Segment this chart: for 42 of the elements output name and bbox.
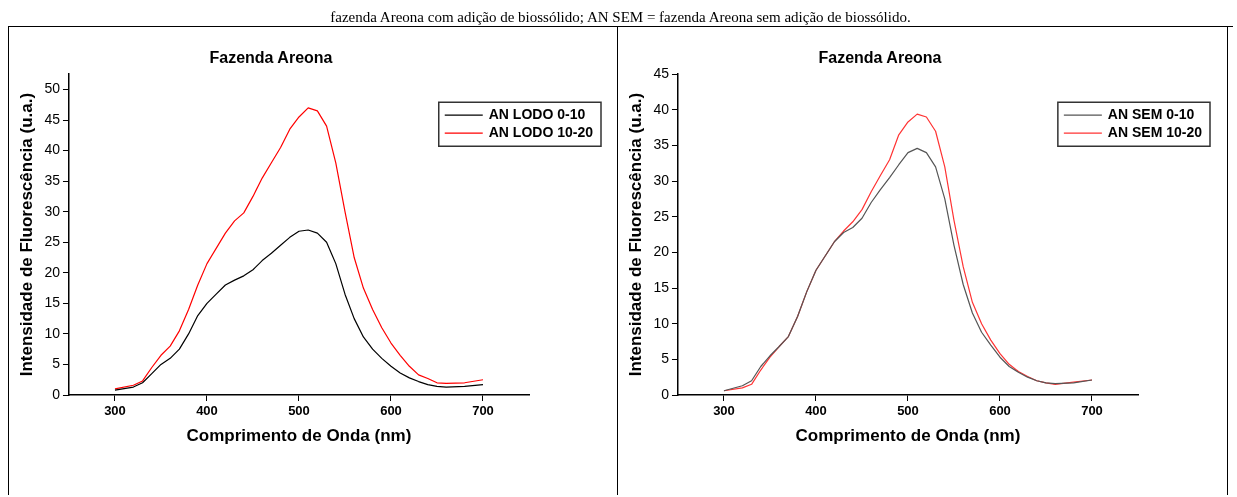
x-tick-label: 600 xyxy=(380,403,402,419)
y-tick-label: 5 xyxy=(52,355,61,372)
y-tick-label: 35 xyxy=(44,171,61,188)
y-tick-label: 0 xyxy=(661,385,670,402)
x-tick-label: 500 xyxy=(288,403,310,419)
y-axis-title: Intensidade de Fluorescência (u.a.) xyxy=(16,92,36,377)
x-axis-title: Comprimento de Onda (nm) xyxy=(186,426,412,446)
y-tick-label: 45 xyxy=(44,110,61,127)
chart-title: Fazenda Areona xyxy=(209,49,333,67)
y-tick-label: 5 xyxy=(661,350,670,367)
x-tick-label: 600 xyxy=(989,403,1011,419)
legend-label: AN SEM 0-10 xyxy=(1107,106,1195,123)
y-tick-label: 30 xyxy=(44,202,61,219)
y-tick-label: 30 xyxy=(653,171,670,188)
x-tick-label: 400 xyxy=(805,403,827,419)
x-tick-label: 700 xyxy=(1081,403,1103,419)
y-tick-label: 0 xyxy=(52,385,61,402)
x-tick-label: 300 xyxy=(104,403,126,419)
y-tick-label: 10 xyxy=(653,314,670,331)
y-tick-label: 25 xyxy=(653,207,670,224)
x-tick-label: 300 xyxy=(713,403,735,419)
y-tick-label: 50 xyxy=(44,80,61,97)
y-tick-label: 35 xyxy=(653,136,670,153)
y-tick-label: 15 xyxy=(653,278,670,295)
y-tick-label: 20 xyxy=(44,263,61,280)
x-tick-label: 700 xyxy=(472,403,494,419)
y-tick-label: 25 xyxy=(44,233,61,250)
y-tick-label: 45 xyxy=(653,65,670,82)
y-tick-label: 40 xyxy=(653,100,670,117)
legend-label: AN LODO 0-10 xyxy=(488,106,586,123)
y-tick-label: 10 xyxy=(44,324,61,341)
x-axis-title: Comprimento de Onda (nm) xyxy=(795,426,1021,446)
y-axis-title: Intensidade de Fluorescência (u.a.) xyxy=(625,92,645,377)
x-tick-label: 500 xyxy=(897,403,919,419)
text: fazenda Areona com adição de biossólido; AN SEM = fazenda Areona sem adição de biossólido. xyxy=(329,8,912,26)
y-tick-label: 20 xyxy=(653,243,670,260)
x-tick-label: 400 xyxy=(196,403,218,419)
chart-title: Fazenda Areona xyxy=(818,49,942,67)
legend-label: AN LODO 10-20 xyxy=(488,124,594,141)
y-tick-label: 15 xyxy=(44,294,61,311)
y-tick-label: 40 xyxy=(44,141,61,158)
legend-label: AN SEM 10-20 xyxy=(1107,124,1203,141)
